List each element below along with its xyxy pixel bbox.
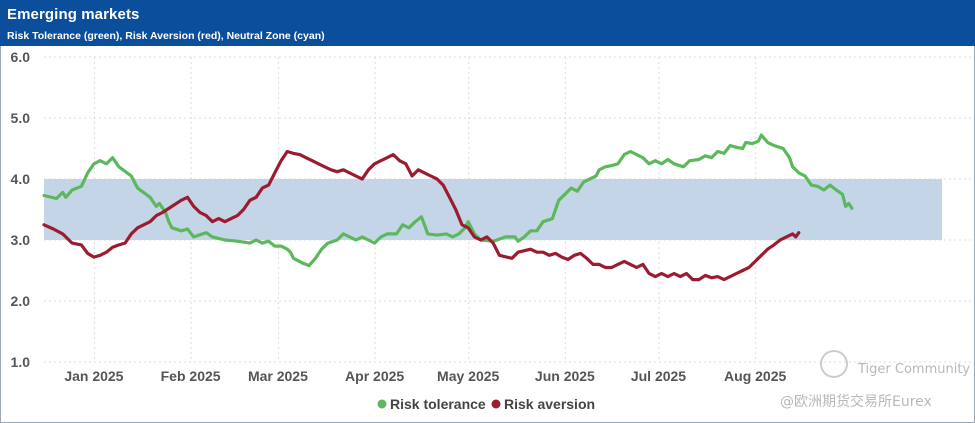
y-tick-label: 4.0 — [11, 171, 31, 187]
tiger-logo-icon — [820, 350, 848, 378]
x-tick-label: May 2025 — [437, 368, 499, 384]
legend-marker-risk-tolerance — [377, 399, 387, 409]
x-tick-label: Feb 2025 — [161, 368, 221, 384]
y-axis-ticks: 6.0 5.0 4.0 3.0 2.0 1.0 — [11, 49, 31, 370]
chart-subtitle: Risk Tolerance (green), Risk Aversion (r… — [7, 30, 325, 42]
x-tick-label: Jan 2025 — [64, 368, 123, 384]
y-tick-label: 3.0 — [11, 232, 31, 248]
chart-title: Emerging markets — [7, 6, 140, 23]
x-axis-ticks: Jan 2025 Feb 2025 Mar 2025 Apr 2025 May 2025… — [64, 368, 786, 384]
x-tick-label: Aug 2025 — [724, 368, 786, 384]
legend-label-risk-aversion[interactable]: Risk aversion — [504, 396, 595, 412]
y-tick-label: 6.0 — [11, 49, 31, 65]
legend-label-risk-tolerance[interactable]: Risk tolerance — [390, 396, 486, 412]
series-line-risk-aversion — [42, 149, 801, 282]
neutral-zone-band — [44, 179, 942, 240]
x-tick-label: Jul 2025 — [631, 368, 686, 384]
x-tick-label: Mar 2025 — [248, 368, 308, 384]
watermark-community: Tiger Community — [857, 362, 970, 377]
watermark: Tiger Community @欧洲期货交易所Eurex — [780, 350, 970, 410]
y-tick-label: 1.0 — [11, 354, 31, 370]
y-tick-label: 2.0 — [11, 293, 31, 309]
legend-marker-risk-aversion — [491, 399, 501, 409]
gridlines — [44, 56, 972, 363]
chart-header: Emerging markets Risk Tolerance (green),… — [0, 0, 975, 46]
series-line-risk-tolerance — [42, 133, 854, 268]
legend: Risk tolerance Risk aversion — [377, 396, 595, 412]
x-tick-label: Jun 2025 — [535, 368, 595, 384]
watermark-source: @欧洲期货交易所Eurex — [780, 393, 932, 410]
y-tick-label: 5.0 — [11, 110, 31, 126]
x-tick-label: Apr 2025 — [345, 368, 404, 384]
